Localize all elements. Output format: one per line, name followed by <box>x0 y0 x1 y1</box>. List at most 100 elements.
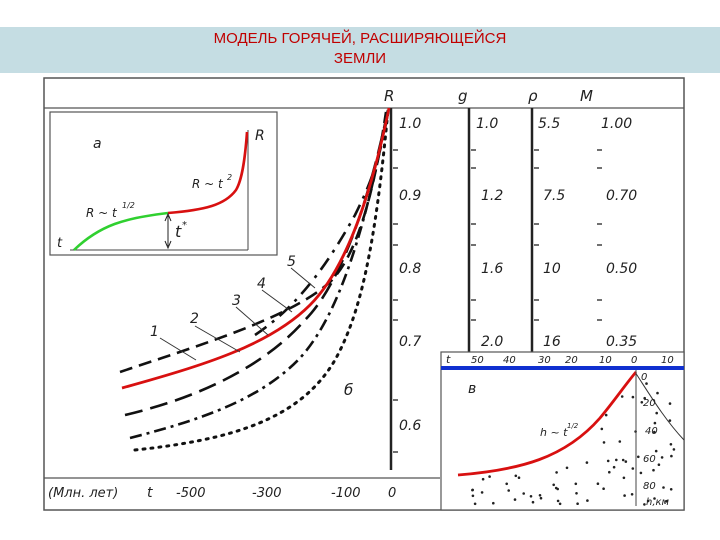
inset-v-frame <box>440 351 685 511</box>
sediment-dot <box>652 468 655 472</box>
rho-value: 7.5 <box>543 188 565 204</box>
inset-a-label: а <box>93 136 102 152</box>
sediment-dot <box>618 440 622 443</box>
sediment-dot <box>481 477 485 481</box>
sediment-dot <box>656 391 659 395</box>
inset-a-t: t <box>57 236 63 251</box>
rho-value: 5.5 <box>538 116 560 132</box>
label-leader-2 <box>194 325 241 353</box>
sediment-dot <box>596 482 600 486</box>
g-value: 1.6 <box>481 261 503 277</box>
sediment-dot <box>565 466 569 470</box>
sediment-dot <box>600 427 604 431</box>
inset-a-red-curve <box>167 131 249 215</box>
sediment-dot <box>604 413 608 417</box>
sediment-dot <box>538 494 542 497</box>
R-value: 0.8 <box>399 261 421 277</box>
x-axis-var: t <box>147 485 153 501</box>
inset-v-unit: h,км <box>646 497 670 508</box>
sediment-dot <box>668 402 672 405</box>
sediment-dot <box>492 501 495 505</box>
sediment-dot <box>576 502 579 506</box>
inset-v-law: h ~ t <box>540 426 568 439</box>
sediment-dot <box>471 488 474 492</box>
sediment-dot <box>473 502 477 506</box>
inset-v-tick: 20 <box>565 355 578 366</box>
sediment-dot <box>539 496 543 500</box>
inset-v-label: в <box>468 381 476 397</box>
sediment-dot <box>631 395 635 399</box>
inset-v-boundary <box>634 371 685 441</box>
g-value: 1.2 <box>481 188 503 204</box>
sediment-dot <box>640 401 644 404</box>
sediment-dot <box>558 502 562 506</box>
sediment-dot <box>586 499 589 502</box>
sediment-dot <box>608 470 611 474</box>
inset-a-law-right: R ~ t <box>192 177 224 191</box>
curve-label-3: 3 <box>232 293 241 309</box>
sediment-dot <box>660 456 664 459</box>
sediment-dot <box>606 459 610 463</box>
rho-value: 10 <box>543 261 561 277</box>
inset-a-star: * <box>182 220 187 231</box>
sediment-dot <box>623 494 626 497</box>
sediment-dot <box>522 492 525 495</box>
sediment-dot <box>602 441 606 444</box>
inset-a-frame <box>49 111 278 256</box>
curve-4 <box>133 108 390 452</box>
sediment-dot <box>507 489 511 492</box>
inset-v-red-curve <box>457 371 638 477</box>
inset-a-law-left: R ~ t <box>86 206 118 220</box>
R-value: 0.7 <box>399 334 421 350</box>
sediment-dot <box>637 455 640 459</box>
R-value: 0.9 <box>399 188 421 204</box>
sediment-dot <box>643 396 646 400</box>
inset-v-depth: 0 <box>641 372 647 383</box>
sediment-dot <box>622 476 626 480</box>
label-leader-3 <box>235 306 269 336</box>
sediment-dot <box>653 430 656 434</box>
M-value: 1.00 <box>601 116 632 132</box>
inset-v-depth: 60 <box>643 454 656 465</box>
sediment-dot <box>488 475 491 478</box>
sediment-dot <box>646 499 650 503</box>
M-value: 0.35 <box>606 334 637 350</box>
sediment-dot <box>471 494 475 498</box>
inset-v-depth: 40 <box>645 426 658 437</box>
sediment-dot <box>621 458 625 462</box>
sediment-dot <box>514 474 518 478</box>
inset-v-tick: 30 <box>538 355 551 366</box>
column-header-rho: ρ <box>528 87 538 105</box>
x-tick: 0 <box>388 486 396 501</box>
curve-label-5: 5 <box>287 254 296 270</box>
sediment-dot <box>665 499 668 503</box>
x-tick: -300 <box>252 486 282 501</box>
inset-v-law-exp: 1/2 <box>567 422 579 430</box>
sediment-dot <box>575 492 578 495</box>
inset-a-R: R <box>255 128 265 144</box>
sediment-dot <box>574 482 578 486</box>
sediment-dot <box>585 461 589 464</box>
inset-v-t: t <box>446 353 451 366</box>
sediment-dot <box>552 483 555 487</box>
M-value: 0.50 <box>606 261 637 277</box>
inset-v-tick: 0 <box>631 355 637 366</box>
figure-frame <box>43 77 685 511</box>
x-tick: -100 <box>331 486 361 501</box>
inset-a-tstar: t <box>175 222 182 241</box>
sediment-dot <box>556 499 560 503</box>
sediment-dot <box>657 463 661 467</box>
sediment-dot <box>643 503 646 506</box>
sediment-dot <box>630 493 634 496</box>
inset-v-tick: 10 <box>599 355 612 366</box>
sediment-dot <box>662 486 665 489</box>
sediment-dot <box>531 500 535 504</box>
R-value: 1.0 <box>399 116 421 132</box>
sediment-dot <box>612 465 616 469</box>
inset-a-green-curve <box>73 211 169 251</box>
inset-v-tick: 40 <box>503 355 516 366</box>
sediment-dot <box>505 482 509 486</box>
sediment-dot <box>669 443 673 446</box>
curve-label-2: 2 <box>190 311 199 327</box>
